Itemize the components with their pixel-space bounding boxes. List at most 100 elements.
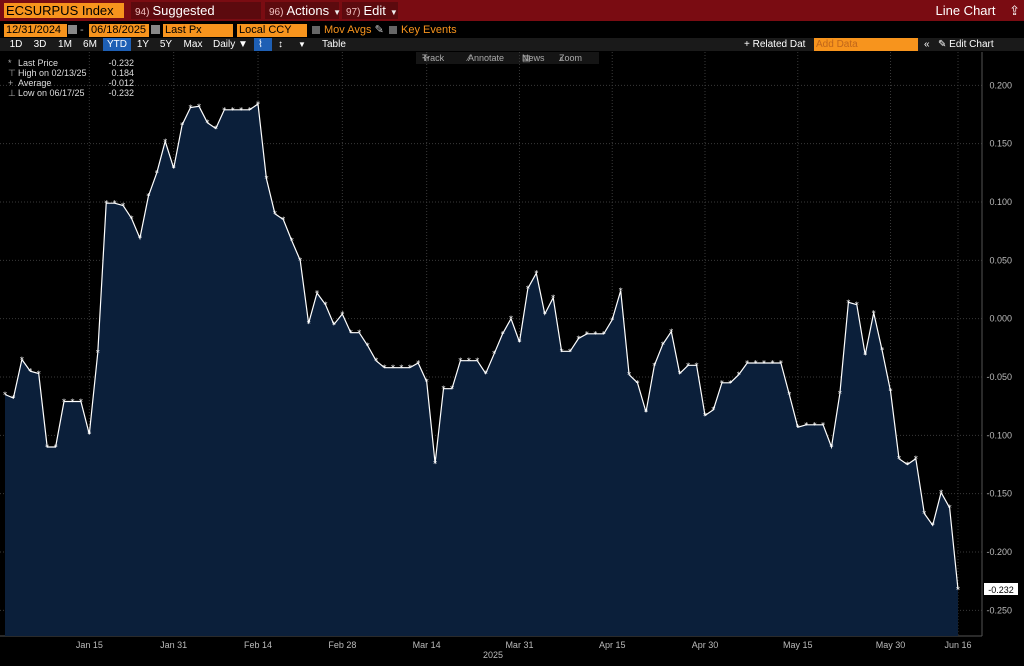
data-point: * bbox=[416, 359, 420, 368]
share-icon[interactable]: ⇪ bbox=[1009, 3, 1020, 18]
data-point: * bbox=[619, 287, 623, 296]
legend-row-last: * Last Price -0.232 bbox=[8, 58, 134, 68]
legend-label: Low on 06/17/25 bbox=[18, 88, 85, 98]
low-marker-icon: ⊥ bbox=[8, 88, 16, 98]
menu-number: 96) bbox=[269, 7, 284, 18]
pencil-icon[interactable]: ✎ bbox=[374, 24, 384, 36]
edit-chart-button[interactable]: ✎ Edit Chart bbox=[934, 38, 998, 51]
data-point: * bbox=[669, 328, 673, 337]
track-label: Track bbox=[422, 53, 445, 63]
range-3d[interactable]: 3D bbox=[33, 39, 47, 50]
average-marker-icon: + bbox=[8, 78, 14, 88]
chart-style-dropdown[interactable]: ▼ bbox=[298, 40, 306, 49]
calendar-icon[interactable] bbox=[151, 25, 160, 34]
asterisk-icon: * bbox=[8, 58, 12, 68]
data-point: * bbox=[332, 321, 336, 330]
y-tick-label: 0.000 bbox=[989, 314, 1012, 324]
y-tick-label: -0.150 bbox=[986, 489, 1012, 499]
data-point: * bbox=[130, 214, 134, 223]
range-max[interactable]: Max bbox=[183, 39, 203, 50]
data-point: * bbox=[96, 349, 100, 358]
legend-value: -0.232 bbox=[108, 58, 134, 68]
chart-type-label: Line Chart bbox=[935, 3, 996, 18]
data-point: * bbox=[585, 330, 589, 339]
line-chart-icon[interactable]: ⌇ bbox=[254, 38, 272, 51]
data-point: * bbox=[678, 370, 682, 379]
data-point: * bbox=[113, 199, 117, 208]
data-point: * bbox=[846, 298, 850, 307]
data-point: * bbox=[180, 121, 184, 130]
ticker-field[interactable]: ECSURPUS Index bbox=[4, 3, 124, 18]
actions-menu[interactable]: 96) Actions ▼ bbox=[265, 2, 341, 19]
currency-select[interactable]: Local CCY bbox=[237, 24, 307, 37]
edit-menu[interactable]: 97) Edit ▼ bbox=[342, 2, 398, 19]
data-point: * bbox=[627, 371, 631, 380]
chart-series-line bbox=[4, 102, 959, 590]
caret-down-icon: ▼ bbox=[389, 8, 398, 17]
mov-avgs-toggle[interactable]: Mov Avgs ✎ bbox=[312, 24, 384, 37]
calendar-icon[interactable] bbox=[68, 25, 77, 34]
data-point: * bbox=[484, 370, 488, 379]
key-events-toggle[interactable]: Key Events bbox=[389, 24, 457, 37]
data-point: * bbox=[939, 489, 943, 498]
legend-row-average: + Average -0.012 bbox=[8, 78, 134, 88]
range-1y[interactable]: 1Y bbox=[136, 39, 150, 50]
range-1m[interactable]: 1M bbox=[58, 39, 72, 50]
data-point: * bbox=[298, 256, 302, 265]
y-tick-label: -0.250 bbox=[986, 605, 1012, 615]
data-point: * bbox=[517, 338, 521, 347]
x-tick-label: Jan 31 bbox=[160, 640, 187, 650]
chart-tools-bar: ✛ Track ⁄ Annotate ▤ News ⌕ Zoom bbox=[416, 52, 599, 64]
data-point: * bbox=[121, 202, 125, 211]
end-date-field[interactable]: 06/18/2025 bbox=[89, 24, 149, 37]
suggested-charts-menu[interactable]: 94)Suggested Charts▼ bbox=[131, 2, 261, 37]
data-point: * bbox=[383, 364, 387, 373]
last-value-badge bbox=[984, 583, 1018, 595]
x-tick-label: Feb 14 bbox=[244, 640, 272, 650]
frequency-select[interactable]: Daily ▼ bbox=[209, 38, 252, 51]
price-chart[interactable]: * * * * * * * * * * * * * * * * * * * * * * * * * * * * * * * * * * * * * * * *… bbox=[0, 52, 1024, 666]
related-data-button[interactable]: + Related Dat bbox=[744, 39, 806, 50]
data-point: * bbox=[163, 137, 167, 146]
add-data-input[interactable]: Add Data bbox=[814, 38, 918, 51]
range-6m[interactable]: 6M bbox=[83, 39, 97, 50]
data-point: * bbox=[711, 406, 715, 415]
data-point: * bbox=[543, 310, 547, 319]
data-point: * bbox=[442, 385, 446, 394]
data-point: * bbox=[79, 398, 83, 407]
data-point: * bbox=[450, 385, 454, 394]
news-icon: ▤ bbox=[522, 53, 531, 63]
chart-legend: * Last Price -0.232 ⊤ High on 02/13/25 0.184… bbox=[8, 58, 134, 98]
range-1d[interactable]: 1D bbox=[9, 39, 23, 50]
data-point: * bbox=[62, 398, 66, 407]
data-point: * bbox=[610, 316, 614, 325]
table-button[interactable]: Table bbox=[322, 39, 346, 50]
data-point: * bbox=[357, 329, 361, 338]
key-events-label: Key Events bbox=[401, 24, 457, 36]
data-point: * bbox=[458, 357, 462, 366]
data-point: * bbox=[602, 330, 606, 339]
range-ytd[interactable]: YTD bbox=[103, 38, 131, 51]
data-point: * bbox=[754, 359, 758, 368]
data-point: * bbox=[872, 309, 876, 318]
legend-row-low: ⊥ Low on 06/17/25 -0.232 bbox=[8, 88, 134, 98]
range-5y[interactable]: 5Y bbox=[159, 39, 173, 50]
collapse-icon[interactable]: « bbox=[924, 39, 930, 50]
data-point: * bbox=[737, 371, 741, 380]
y-tick-label: -0.100 bbox=[986, 430, 1012, 440]
data-point: * bbox=[905, 461, 909, 470]
y-tick-label: 0.200 bbox=[989, 80, 1012, 90]
legend-label: Last Price bbox=[18, 58, 59, 68]
data-point: * bbox=[433, 459, 437, 468]
data-point: * bbox=[231, 106, 235, 115]
start-date-field[interactable]: 12/31/2024 bbox=[4, 24, 67, 37]
data-point: * bbox=[855, 301, 859, 310]
data-point: * bbox=[366, 342, 370, 351]
mov-avgs-label: Mov Avgs bbox=[324, 24, 372, 36]
y-tick-label: -0.200 bbox=[986, 547, 1012, 557]
candle-chart-icon[interactable]: ↕ bbox=[278, 39, 283, 50]
data-point: * bbox=[720, 379, 724, 388]
price-field-select[interactable]: Last Px bbox=[163, 24, 233, 37]
chart-type-selector[interactable]: Line Chart ⇪ bbox=[935, 2, 1020, 19]
data-point: * bbox=[45, 443, 49, 452]
